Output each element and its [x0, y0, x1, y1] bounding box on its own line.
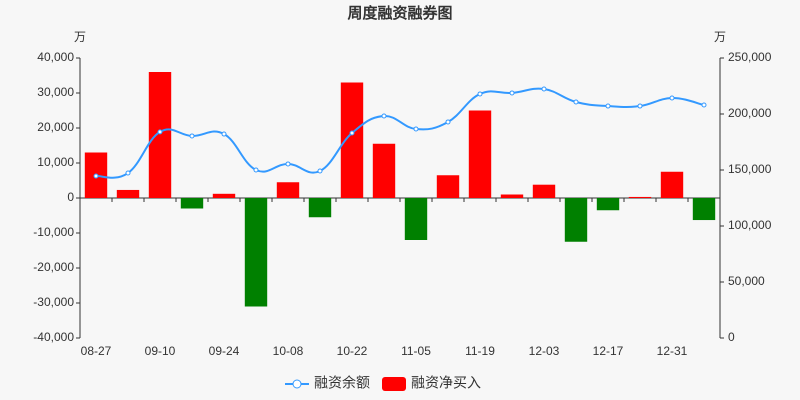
- x-tick-label: 12-17: [593, 344, 624, 358]
- bar: [340, 82, 364, 198]
- line-point: [381, 113, 387, 119]
- line-point: [317, 168, 323, 174]
- line-point: [189, 133, 195, 139]
- y-tick-label: -20,000: [33, 260, 74, 274]
- line-point: [285, 161, 291, 167]
- bar: [372, 143, 396, 198]
- line-point: [125, 170, 131, 176]
- y-tick-label: -30,000: [33, 295, 74, 309]
- y-tick-label: 10,000: [37, 155, 74, 169]
- y-tick-label: 30,000: [37, 85, 74, 99]
- chart-title: 周度融资融券图: [347, 4, 452, 22]
- legend-label: 融资余额: [314, 375, 370, 391]
- y2-tick-label: 200,000: [728, 106, 772, 120]
- y-unit: 万: [74, 30, 86, 44]
- line-point: [573, 99, 579, 105]
- bar: [500, 194, 524, 198]
- x-tick-label: 11-19: [465, 344, 495, 358]
- legend-label: 融资净买入: [411, 375, 481, 391]
- line-point: [93, 173, 99, 179]
- x-tick-label: 09-24: [209, 344, 240, 358]
- line-point: [349, 130, 355, 136]
- x-tick-label: 10-08: [273, 344, 304, 358]
- line-point: [669, 95, 675, 101]
- bar: [436, 175, 460, 198]
- y-tick-label: -10,000: [33, 225, 74, 239]
- line-point: [253, 167, 259, 173]
- bar: [660, 171, 684, 198]
- x-tick-label: 12-03: [529, 344, 560, 358]
- bar: [276, 182, 300, 198]
- line-point: [445, 119, 451, 125]
- line: [95, 87, 705, 179]
- line-point: [605, 103, 611, 109]
- legend-marker: [292, 379, 302, 389]
- x-tick-label: 11-05: [401, 344, 431, 358]
- bar: [468, 110, 492, 198]
- x-tick-label: 09-10: [145, 344, 176, 358]
- line-point: [701, 102, 707, 108]
- x-tick-label: 12-31: [657, 344, 688, 358]
- y2-tick-label: 250,000: [728, 50, 772, 64]
- line-point: [413, 126, 419, 132]
- bar: [244, 198, 268, 307]
- x-tick-label: 10-22: [337, 344, 368, 358]
- line-point: [509, 90, 515, 96]
- y2-tick-label: 50,000: [728, 274, 765, 288]
- bar: [596, 198, 620, 211]
- y2-tick-label: 100,000: [728, 218, 772, 232]
- bar: [692, 198, 716, 221]
- legend-swatch: [382, 377, 406, 391]
- bar: [308, 198, 332, 218]
- line-point: [541, 86, 547, 92]
- line-point: [477, 91, 483, 97]
- line-point: [157, 129, 163, 135]
- bar: [116, 189, 140, 198]
- bar: [628, 196, 652, 198]
- bar: [148, 72, 172, 198]
- bar: [212, 193, 236, 198]
- y2-unit: 万: [714, 30, 726, 44]
- y-tick-label: 40,000: [37, 50, 74, 64]
- bar: [180, 198, 204, 209]
- bar: [404, 198, 428, 240]
- line-point: [637, 103, 643, 109]
- y2-tick-label: 150,000: [728, 162, 772, 176]
- y2-tick-label: 0: [728, 330, 735, 344]
- y-tick-label: 0: [67, 190, 74, 204]
- x-tick-label: 08-27: [81, 344, 112, 358]
- y-tick-label: -40,000: [33, 330, 74, 344]
- bar: [564, 198, 588, 242]
- bar: [532, 184, 556, 198]
- line-point: [221, 131, 227, 137]
- y-tick-label: 20,000: [37, 120, 74, 134]
